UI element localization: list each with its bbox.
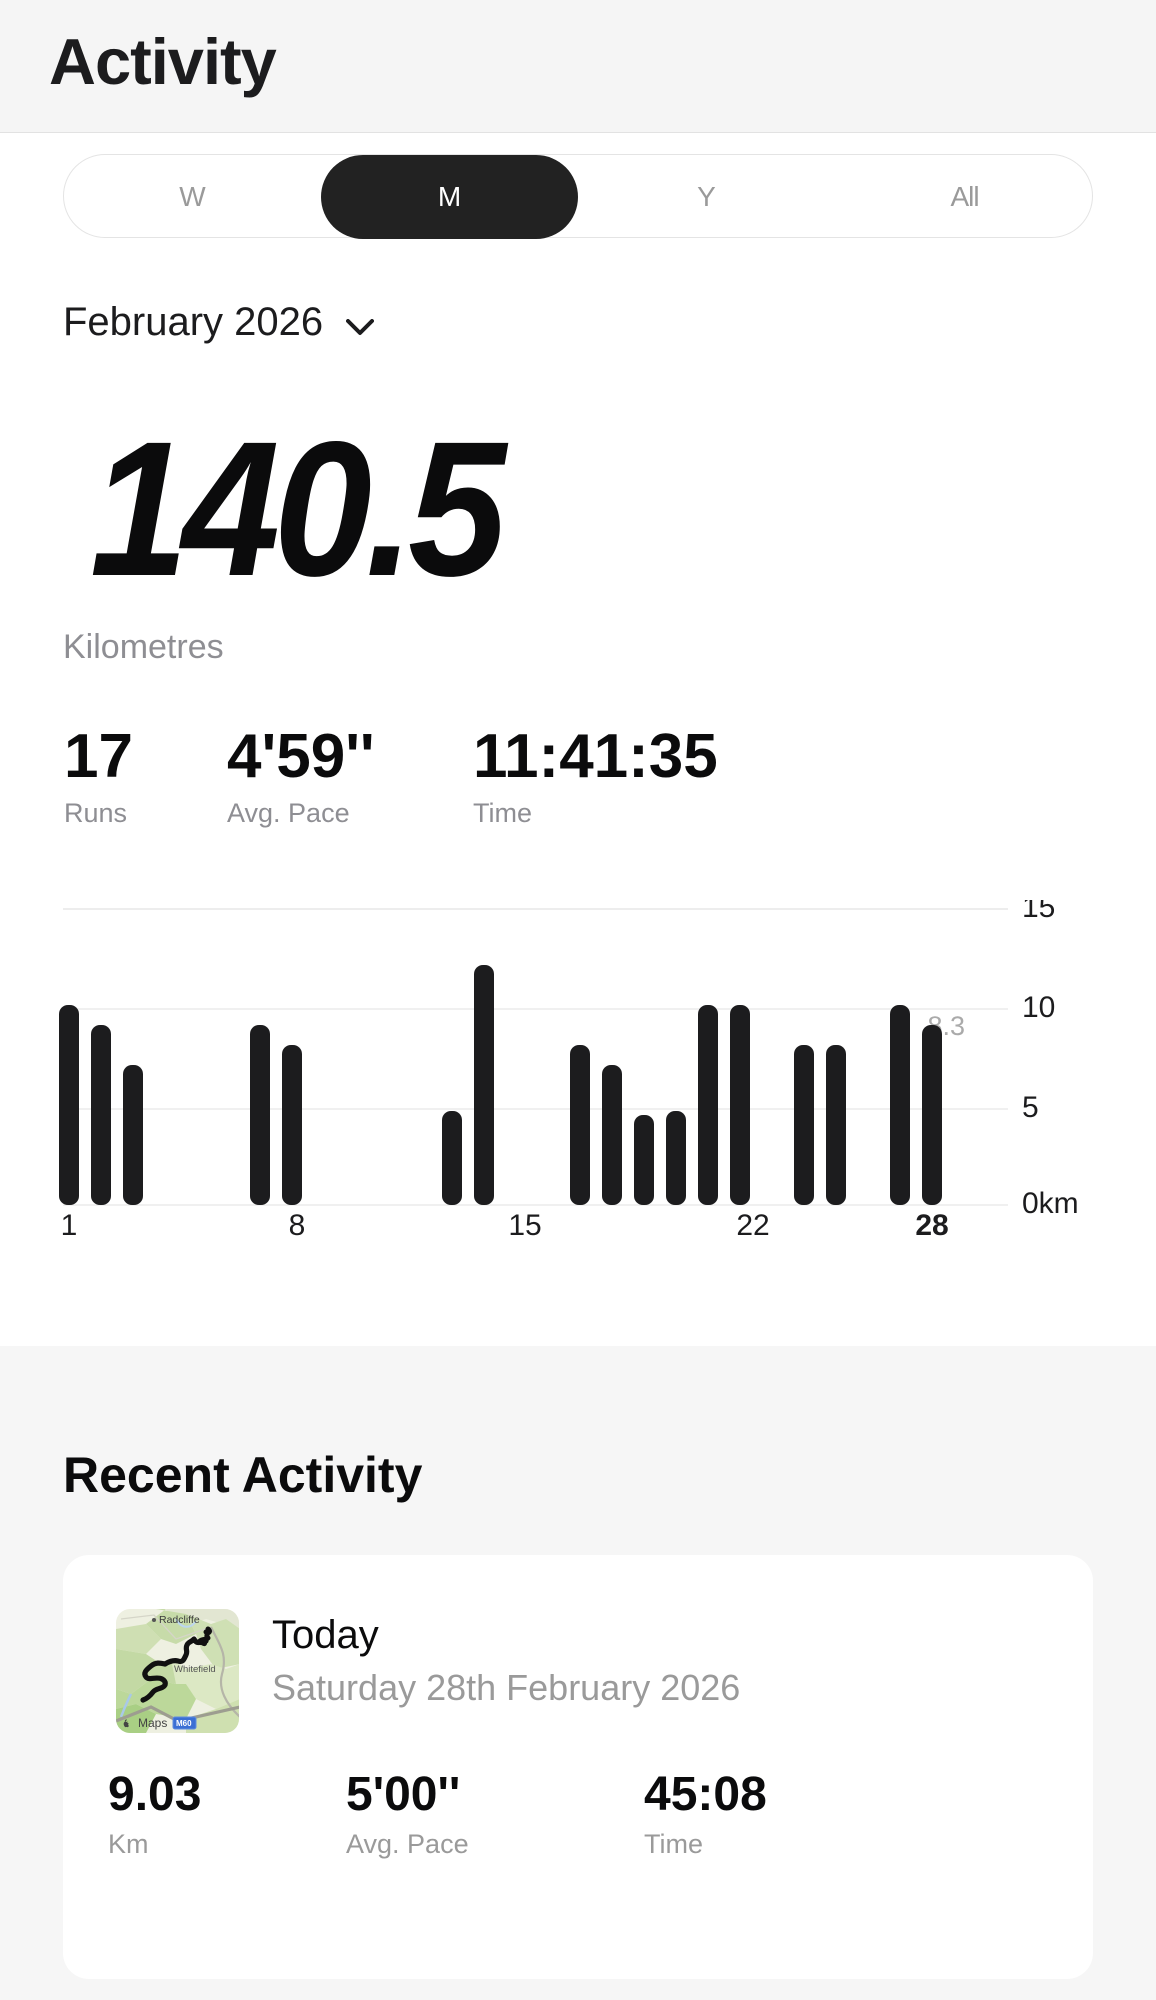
svg-text:15: 15 bbox=[508, 1209, 541, 1240]
svg-text:10: 10 bbox=[1022, 991, 1055, 1024]
svg-text:15: 15 bbox=[1022, 900, 1055, 924]
svg-text:5: 5 bbox=[1022, 1091, 1039, 1124]
svg-text:Radcliffe: Radcliffe bbox=[159, 1614, 200, 1626]
svg-text:8: 8 bbox=[289, 1209, 306, 1240]
svg-text:28: 28 bbox=[915, 1209, 948, 1240]
svg-text:Maps: Maps bbox=[138, 1716, 167, 1730]
svg-text:Whitefield: Whitefield bbox=[174, 1664, 216, 1675]
svg-text:M60: M60 bbox=[176, 1719, 192, 1728]
svg-text:22: 22 bbox=[736, 1209, 769, 1240]
svg-text:1: 1 bbox=[61, 1209, 78, 1240]
svg-text:0km: 0km bbox=[1022, 1187, 1079, 1220]
